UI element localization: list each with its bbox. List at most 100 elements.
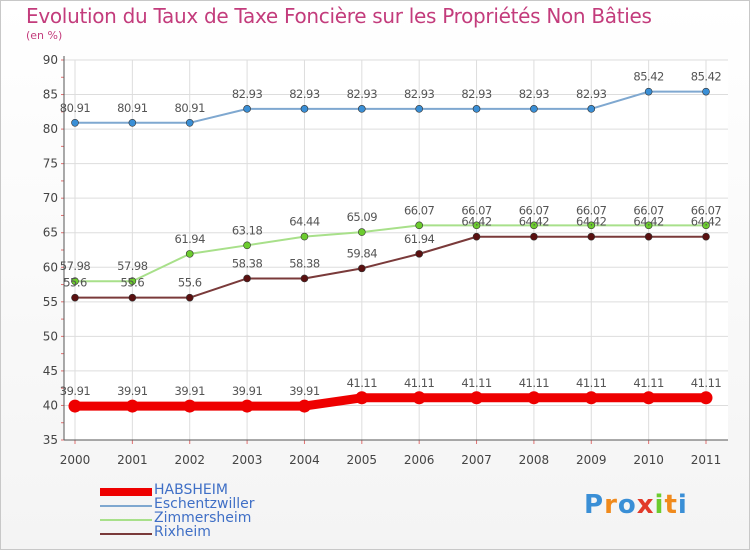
data-label-habsheim-2009: 41.11: [576, 376, 607, 390]
logo-letter: P: [584, 490, 605, 520]
series-line-eschentzwiller: [74, 90, 707, 124]
data-point-eschentzwiller-2006: [415, 105, 423, 113]
legend-label-rixheim: Rixheim: [154, 524, 211, 540]
data-label-habsheim-2008: 41.11: [519, 376, 550, 390]
data-label-eschentzwiller-2001: 80.91: [117, 101, 148, 115]
legend-swatch-habsheim: [100, 488, 152, 496]
plot-area: [64, 60, 728, 440]
legend-label-zimmersheim: Zimmersheim: [154, 510, 252, 526]
data-point-zimmersheim-2003: [243, 241, 251, 250]
data-label-rixheim-2009: 64.42: [576, 215, 607, 229]
data-label-habsheim-2002: 39.91: [175, 384, 206, 398]
chart-title: Evolution du Taux de Taxe Foncière sur l…: [26, 4, 652, 28]
data-label-eschentzwiller-2008: 82.93: [519, 87, 550, 101]
data-point-rixheim-2000: [71, 293, 79, 302]
legend-label-habsheim: HABSHEIM: [154, 482, 228, 498]
data-point-habsheim-2000: [68, 399, 82, 413]
data-point-zimmersheim-2007: [472, 221, 481, 230]
legend-swatch-zimmersheim: [100, 519, 152, 521]
logo-letter: i: [654, 490, 665, 520]
data-point-zimmersheim-2001: [128, 277, 137, 286]
data-point-rixheim-2008: [530, 232, 538, 241]
data-label-habsheim-2004: 39.91: [289, 384, 320, 398]
data-label-habsheim-2011: 41.11: [691, 376, 722, 390]
data-label-zimmersheim-2009: 66.07: [576, 203, 607, 217]
data-label-eschentzwiller-2003: 82.93: [232, 87, 263, 101]
data-label-eschentzwiller-2006: 82.93: [404, 87, 435, 101]
data-point-rixheim-2007: [472, 232, 481, 241]
data-point-habsheim-2006: [412, 391, 426, 405]
data-label-rixheim-2000: 55.6: [63, 276, 87, 290]
data-point-rixheim-2004: [300, 274, 309, 283]
series-line-habsheim: [70, 393, 711, 411]
data-point-eschentzwiller-2000: [71, 119, 79, 127]
x-tick-label-2009: 2009: [576, 453, 607, 467]
data-point-zimmersheim-2011: [702, 221, 710, 230]
data-label-zimmersheim-2011: 66.07: [691, 203, 722, 217]
data-point-zimmersheim-2006: [415, 221, 423, 230]
y-tick-label-35: 35: [43, 433, 58, 447]
data-label-zimmersheim-2000: 57.98: [60, 259, 91, 273]
data-label-rixheim-2003: 58.38: [232, 256, 263, 270]
data-point-zimmersheim-2009: [587, 221, 596, 230]
data-label-zimmersheim-2010: 66.07: [633, 203, 664, 217]
data-point-rixheim-2011: [702, 232, 710, 241]
data-point-rixheim-2002: [185, 293, 194, 302]
data-label-habsheim-2001: 39.91: [117, 384, 148, 398]
data-label-zimmersheim-2003: 63.18: [232, 223, 263, 237]
y-tick-label-55: 55: [43, 295, 58, 309]
data-point-eschentzwiller-2002: [185, 119, 194, 127]
data-point-eschentzwiller-2011: [702, 87, 710, 96]
data-label-habsheim-2003: 39.91: [232, 384, 263, 398]
x-tick-label-2007: 2007: [461, 453, 492, 467]
y-tick-label-85: 85: [43, 88, 58, 102]
logo-letter: i: [677, 490, 688, 520]
data-point-habsheim-2011: [699, 391, 713, 405]
data-label-rixheim-2002: 55.6: [178, 276, 202, 290]
data-label-eschentzwiller-2009: 82.93: [576, 87, 607, 101]
data-label-eschentzwiller-2011: 85.42: [691, 70, 722, 84]
data-point-habsheim-2005: [355, 391, 369, 405]
data-label-zimmersheim-2007: 66.07: [461, 203, 492, 217]
logo-letter: r: [604, 490, 618, 520]
y-tick-label-80: 80: [43, 122, 58, 136]
data-point-zimmersheim-2005: [358, 228, 366, 236]
y-tick-label-40: 40: [43, 398, 58, 412]
y-tick-label-75: 75: [43, 157, 58, 171]
y-tick-label-90: 90: [43, 53, 58, 67]
chart-subtitle: (en %): [26, 29, 63, 42]
data-point-rixheim-2003: [243, 274, 251, 283]
data-label-zimmersheim-2004: 64.44: [289, 215, 320, 229]
data-label-eschentzwiller-2007: 82.93: [461, 87, 492, 101]
x-tick-label-2010: 2010: [633, 453, 664, 467]
data-point-eschentzwiller-2010: [644, 87, 653, 96]
data-label-habsheim-2006: 41.11: [404, 376, 435, 390]
y-tick-label-60: 60: [43, 260, 58, 274]
series-line-rixheim: [74, 235, 707, 299]
data-point-rixheim-2006: [415, 250, 423, 258]
data-point-rixheim-2005: [358, 264, 366, 273]
data-label-habsheim-2000: 39.91: [60, 384, 91, 398]
data-point-zimmersheim-2008: [530, 221, 538, 230]
x-tick-label-2001: 2001: [117, 453, 148, 467]
data-label-zimmersheim-2002: 61.94: [175, 232, 206, 246]
data-point-rixheim-2010: [644, 232, 653, 241]
data-point-eschentzwiller-2005: [358, 105, 366, 113]
data-point-eschentzwiller-2009: [587, 105, 596, 113]
proxiti-logo: Proxiti: [584, 490, 688, 520]
data-point-eschentzwiller-2007: [472, 105, 481, 113]
data-label-rixheim-2001: 55.6: [121, 276, 145, 290]
data-label-habsheim-2007: 41.11: [461, 376, 492, 390]
y-tick-label-65: 65: [43, 226, 58, 240]
data-point-rixheim-2001: [128, 293, 137, 302]
x-tick-label-2008: 2008: [519, 453, 550, 467]
logo-letter: x: [636, 490, 655, 520]
data-point-zimmersheim-2002: [185, 250, 194, 258]
x-tick-label-2000: 2000: [60, 453, 91, 467]
y-tick-label-45: 45: [43, 364, 58, 378]
data-point-habsheim-2002: [183, 399, 197, 413]
data-label-habsheim-2005: 41.11: [347, 376, 378, 390]
x-tick-label-2002: 2002: [174, 453, 205, 467]
data-point-habsheim-2001: [125, 399, 139, 413]
